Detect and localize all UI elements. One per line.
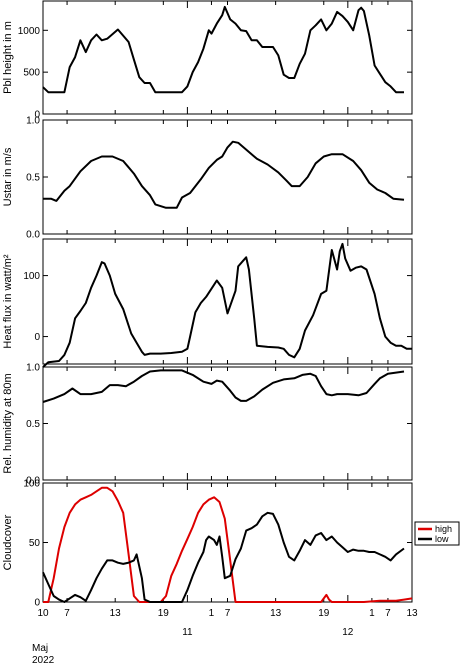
y-axis-label: Cloudcover <box>2 514 14 570</box>
y-tick-label: 0.5 <box>26 419 40 430</box>
y-axis-label: Ustar in m/s <box>2 147 14 206</box>
series-line-low <box>42 511 405 603</box>
y-tick-label: 0.0 <box>26 230 40 241</box>
x-tick-label: 19 <box>158 608 170 619</box>
y-axis-label: Pbl height in m <box>2 21 14 94</box>
panel-2: 0.0 0.5 1.0 Ustar in m/s <box>2 116 413 241</box>
x-tick-label: 1 <box>209 608 215 619</box>
x-tick-label: 7 <box>64 608 70 619</box>
panel-1: 0 500 1000 Pbl height in m <box>2 0 413 121</box>
x-tick-label: 13 <box>270 608 282 619</box>
legend-label-high: high <box>435 524 452 534</box>
y-tick-label: 0.5 <box>26 173 40 184</box>
y-tick-label: 0 <box>34 110 40 121</box>
x-tick-label: 13 <box>110 608 122 619</box>
series-line-1 <box>43 140 405 209</box>
y-tick-label: 500 <box>23 68 40 79</box>
x-tick-label: 13 <box>406 608 418 619</box>
x-tick-label: 10 <box>37 608 49 619</box>
month-label: Maj <box>32 643 48 654</box>
y-axis-label: Rel. humidity at 80m <box>2 373 14 473</box>
year-label: 2022 <box>32 655 55 664</box>
y-tick-label: 100 <box>23 479 40 490</box>
x-tick-label: 19 <box>318 608 330 619</box>
y-tick-label: 0.0 <box>26 476 40 487</box>
panel-3: 0 100 Heat flux in watt/m² <box>2 238 413 368</box>
panel-4: 0.0 0.5 1.0 Rel. humidity at 80m <box>2 363 413 487</box>
series-line-1 <box>42 242 412 368</box>
y-tick-label: 0 <box>34 598 40 609</box>
panel-frame <box>42 238 413 365</box>
panel-frame <box>42 366 413 481</box>
x-tick-label: 11 <box>182 627 193 638</box>
legend-label-low: low <box>435 534 449 544</box>
series-line-1 <box>42 5 404 94</box>
series-line-high <box>43 486 413 603</box>
x-tick-label: 1 <box>369 608 375 619</box>
x-tick-label: 12 <box>342 627 354 638</box>
x-tick-label: 7 <box>225 608 231 619</box>
y-axis-label: Heat flux in watt/m² <box>2 254 14 348</box>
y-tick-label: 1000 <box>18 26 41 37</box>
x-tick-label: 7 <box>385 608 391 619</box>
y-tick-label: 0 <box>34 332 40 343</box>
series-line-1 <box>42 369 405 403</box>
panel-frame <box>42 119 413 235</box>
y-tick-label: 100 <box>23 271 40 282</box>
y-tick-label: 1.0 <box>26 116 40 127</box>
y-tick-label: 50 <box>29 538 41 549</box>
y-tick-label: 1.0 <box>26 363 40 374</box>
